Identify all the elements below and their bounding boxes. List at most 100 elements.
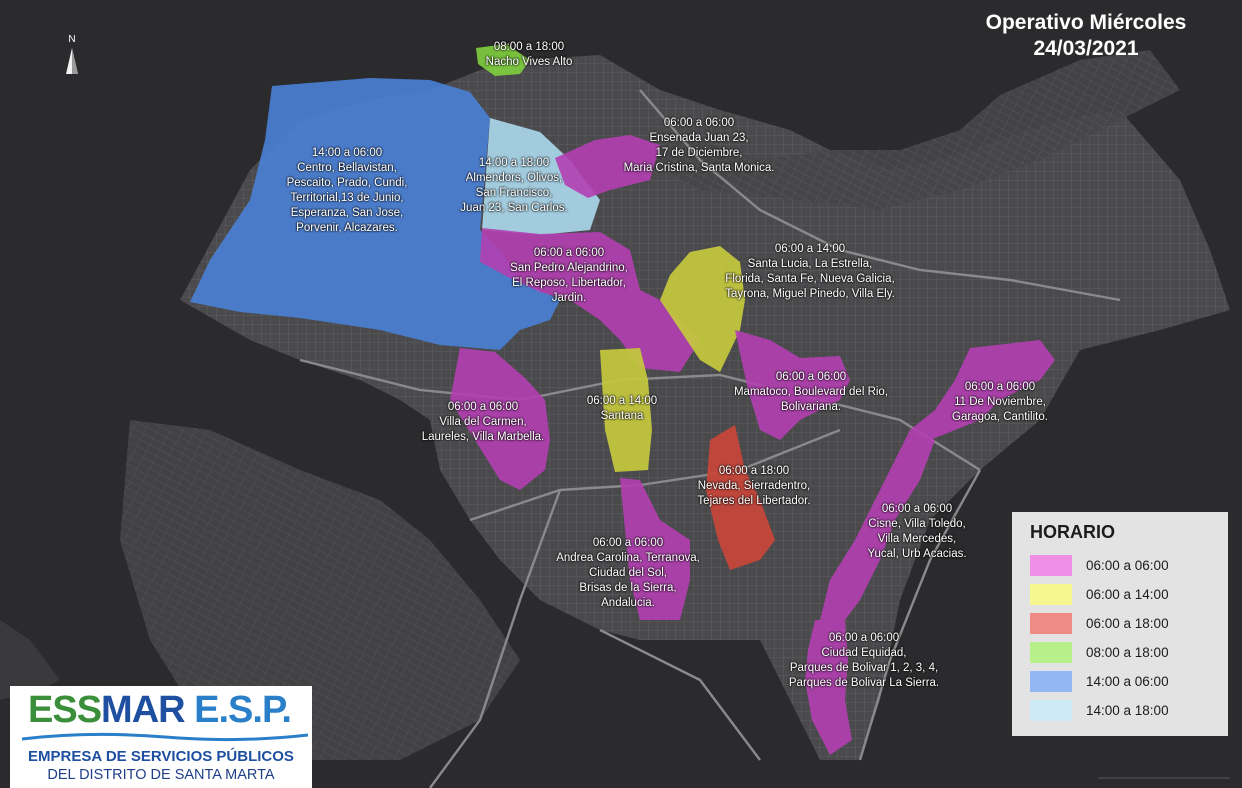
- zone-ensenada: [555, 135, 660, 198]
- zone-neighborhoods-line: Santana: [600, 410, 644, 422]
- zone-neighborhoods-line: Jardin.: [551, 292, 587, 304]
- zone-label-nacho-vives: 08:00 a 18:00 Nacho Vives Alto: [486, 40, 573, 70]
- zone-schedule: 06:00 a 06:00: [592, 537, 664, 549]
- legend-box: HORARIO 06:00 a 06:00 06:00 a 14:00 06:00 …: [1012, 512, 1228, 736]
- zone-neighborhoods-line: Pescaito, Prado, Cundi,: [286, 177, 408, 189]
- zone-neighborhoods-line: Centro, Bellavistan,: [297, 162, 397, 174]
- legend-title: HORARIO: [1030, 522, 1115, 542]
- zone-label-santana: 06:00 a 14:00 Santana: [587, 394, 657, 424]
- zone-ciudad-equidad: [805, 620, 852, 755]
- legend-item: 06:00 a 18:00: [1030, 609, 1214, 638]
- zone-schedule: 06:00 a 06:00: [964, 381, 1036, 393]
- zone-neighborhoods-line: Porvenir, Alcazares.: [296, 222, 398, 234]
- zone-schedule: 06:00 a 14:00: [586, 395, 658, 407]
- title-line-2: 24/03/2021: [1033, 37, 1139, 60]
- north-arrow-icon: N: [62, 34, 82, 84]
- zone-mamatoco: [735, 330, 850, 440]
- zone-neighborhoods-line: 11 De Noviembre,: [954, 396, 1046, 408]
- legend-label: 06:00 a 14:00: [1086, 587, 1169, 602]
- title-line-1: Operativo Miércoles: [985, 11, 1187, 34]
- zone-neighborhoods-line: Territorial,13 de Junio,: [290, 192, 404, 204]
- zone-neighborhoods-line: El Reposo, Libertador,: [512, 277, 626, 289]
- zone-label-cisne: 06:00 a 06:00 Cisne, Villa Toledo, Villa M…: [867, 502, 966, 562]
- zone-santana: [600, 348, 652, 472]
- zone-neighborhoods-line: Andalucia.: [601, 597, 655, 609]
- zone-label-almendros: 14:00 a 18:00 Almendors, Olivos, San Franc…: [460, 156, 567, 216]
- legend-swatch: [1030, 671, 1072, 692]
- zone-neighborhoods-line: Santa Lucia, La Estrella,: [747, 258, 873, 270]
- zone-schedule: 08:00 a 18:00: [493, 41, 565, 53]
- zone-neighborhoods-line: Nacho Vives Alto: [485, 56, 573, 68]
- legend-label: 08:00 a 18:00: [1086, 645, 1169, 660]
- zone-neighborhoods-line: Villa Mercedes,: [877, 533, 957, 545]
- legend-swatch: [1030, 700, 1072, 721]
- zone-neighborhoods-line: Nevada, Sierradentro,: [697, 480, 811, 492]
- zone-neighborhoods-line: Brisas de la Sierra,: [579, 582, 677, 594]
- zone-label-mamatoco: 06:00 a 06:00 Mamatoco, Boulevard del Rio…: [734, 370, 888, 415]
- legend-item: 08:00 a 18:00: [1030, 638, 1214, 667]
- north-label: N: [68, 34, 76, 45]
- zone-polygons: [190, 44, 1055, 755]
- zone-neighborhoods-line: Yucal, Urb Acacias.: [867, 548, 967, 560]
- zone-neighborhoods-line: San Francisco,: [475, 187, 553, 199]
- zone-neighborhoods-line: Esperanza, San Jose,: [290, 207, 404, 219]
- zone-santa-lucia: [660, 246, 745, 372]
- zone-label-andrea-carolina: 06:00 a 06:00 Andrea Carolina, Terranova,…: [556, 536, 700, 611]
- zone-schedule: 06:00 a 06:00: [828, 632, 900, 644]
- legend-item: 14:00 a 18:00: [1030, 696, 1214, 725]
- logo-line-2: DEL DISTRITO DE SANTA MARTA: [47, 767, 275, 783]
- zone-schedule: 06:00 a 06:00: [775, 371, 847, 383]
- zone-neighborhoods-line: Maria Cristina, Santa Monica.: [623, 162, 775, 174]
- zone-neighborhoods-line: Cisne, Villa Toledo,: [868, 518, 966, 530]
- map-title: Operativo Miércoles 24/03/2021: [956, 10, 1216, 62]
- zone-schedule: 06:00 a 18:00: [718, 465, 790, 477]
- legend-swatch: [1030, 555, 1072, 576]
- zone-schedule: 06:00 a 06:00: [663, 117, 735, 129]
- zone-schedule: 06:00 a 06:00: [881, 503, 953, 515]
- zone-label-once-noviembre: 06:00 a 06:00 11 De Noviembre, Garagoa, Ca…: [952, 380, 1048, 425]
- zone-neighborhoods-line: Florida, Santa Fe, Nueva Galicia,: [725, 273, 895, 285]
- zone-neighborhoods-line: Villa del Carmen,: [439, 416, 527, 428]
- zone-neighborhoods-line: Tejares del Libertador.: [697, 495, 811, 507]
- zone-nacho-vives: [476, 44, 530, 76]
- zone-cisne: [820, 430, 935, 620]
- zone-nevada: [706, 425, 775, 570]
- zone-neighborhoods-line: Parques de Bolivar 1, 2, 3, 4,: [789, 662, 939, 674]
- zone-label-ciudad-equidad: 06:00 a 06:00 Ciudad Equidad, Parques de B…: [789, 631, 939, 691]
- logo-brand: ESSMAR E.S.P.: [28, 689, 292, 731]
- legend-swatch: [1030, 584, 1072, 605]
- legend-label: 14:00 a 06:00: [1086, 674, 1169, 689]
- zone-neighborhoods-line: Bolivariana.: [780, 401, 842, 413]
- legend-label: 14:00 a 18:00: [1086, 703, 1169, 718]
- zone-villa-carmen: [450, 348, 550, 490]
- zone-label-san-pedro: 06:00 a 06:00 San Pedro Alejandrino, El Re…: [510, 246, 628, 306]
- legend-item: 06:00 a 14:00: [1030, 580, 1214, 609]
- zone-schedule: 06:00 a 14:00: [774, 243, 846, 255]
- zone-schedule: 14:00 a 18:00: [478, 157, 550, 169]
- zone-neighborhoods-line: Juan 23, San Carlos.: [460, 202, 568, 214]
- zone-schedule: 06:00 a 06:00: [447, 401, 519, 413]
- zone-neighborhoods-line: Laureles, Villa Marbella.: [421, 431, 545, 443]
- zone-centro: [190, 78, 560, 350]
- zone-neighborhoods-line: Andrea Carolina, Terranova,: [556, 552, 700, 564]
- zone-neighborhoods-line: Garagoa, Cantilito.: [952, 411, 1048, 423]
- essmar-logo: ESSMAR E.S.P. EMPRESA DE SERVICIOS PÚBLI…: [10, 686, 312, 788]
- legend-swatch: [1030, 613, 1072, 634]
- legend-swatch: [1030, 642, 1072, 663]
- legend-item: 14:00 a 06:00: [1030, 667, 1214, 696]
- zone-label-villa-carmen: 06:00 a 06:00 Villa del Carmen, Laureles, …: [422, 400, 545, 445]
- logo-line-1: EMPRESA DE SERVICIOS PÚBLICOS: [28, 748, 294, 765]
- zone-label-santa-lucia: 06:00 a 14:00 Santa Lucia, La Estrella, Fl…: [725, 242, 895, 302]
- zone-neighborhoods-line: San Pedro Alejandrino,: [510, 262, 628, 274]
- legend-item: 06:00 a 06:00: [1030, 551, 1214, 580]
- zone-neighborhoods-line: Almendors, Olivos,: [465, 172, 563, 184]
- zone-neighborhoods-line: Mamatoco, Boulevard del Rio,: [733, 386, 889, 398]
- zone-neighborhoods-line: Ciudad Equidad,: [821, 647, 907, 659]
- zone-label-nevada: 06:00 a 18:00 Nevada, Sierradentro, Tejare…: [697, 464, 810, 509]
- zone-label-ensenada: 06:00 a 06:00 Ensenada Juan 23, 17 de Dici…: [624, 116, 775, 176]
- zone-schedule: 06:00 a 06:00: [533, 247, 605, 259]
- legend-label: 06:00 a 18:00: [1086, 616, 1169, 631]
- zone-neighborhoods-line: Tayrona, Miguel Pinedo, Villa Ely.: [725, 288, 895, 300]
- zone-almendros: [482, 118, 600, 235]
- zone-san-pedro: [480, 228, 700, 372]
